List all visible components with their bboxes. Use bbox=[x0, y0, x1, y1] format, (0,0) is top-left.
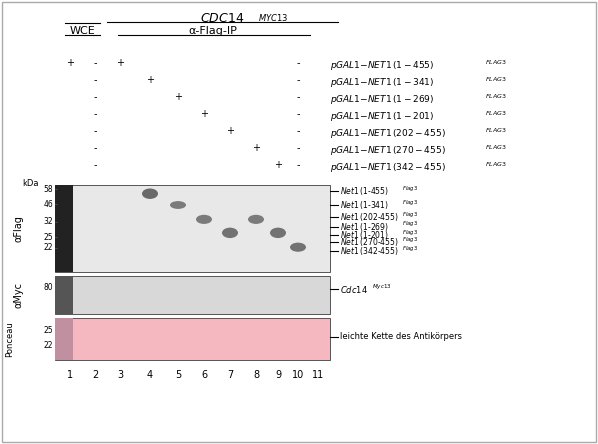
Text: -: - bbox=[93, 126, 97, 136]
Text: -: - bbox=[93, 58, 97, 68]
Text: 25: 25 bbox=[44, 233, 53, 242]
Text: -: - bbox=[93, 75, 97, 85]
Text: $\it{FLAG3}$: $\it{FLAG3}$ bbox=[485, 126, 507, 134]
Text: -: - bbox=[93, 109, 97, 119]
Text: $\it{Myc13}$: $\it{Myc13}$ bbox=[372, 282, 392, 291]
Text: $\it{Flag3}$: $\it{Flag3}$ bbox=[402, 244, 418, 253]
Text: 8: 8 bbox=[253, 370, 259, 380]
Text: Ponceau: Ponceau bbox=[5, 321, 14, 357]
Text: +: + bbox=[146, 75, 154, 85]
Text: αMyc: αMyc bbox=[13, 282, 23, 308]
Text: 1: 1 bbox=[67, 370, 73, 380]
Text: $\it{Cdc14}$: $\it{Cdc14}$ bbox=[340, 284, 368, 295]
Text: α-Flag-IP: α-Flag-IP bbox=[188, 26, 237, 36]
Text: -: - bbox=[93, 143, 97, 153]
Bar bbox=[55, 185, 330, 272]
Text: WCE: WCE bbox=[69, 26, 95, 36]
Text: 80: 80 bbox=[44, 283, 53, 292]
Bar bbox=[55, 318, 73, 360]
Text: $\it{Flag3}$: $\it{Flag3}$ bbox=[402, 235, 418, 244]
Text: -: - bbox=[296, 75, 300, 85]
Text: $\it{p}$$\it{GAL1}$$\it{-NET1\,}$$\it{(1-341)}$: $\it{p}$$\it{GAL1}$$\it{-NET1\,}$$\it{(1… bbox=[330, 76, 435, 89]
Text: 22: 22 bbox=[44, 341, 53, 350]
Text: +: + bbox=[66, 58, 74, 68]
Text: +: + bbox=[226, 126, 234, 136]
Text: $\it{p}$$\it{GAL1}$$\it{-NET1\,}$$\it{(342-455)}$: $\it{p}$$\it{GAL1}$$\it{-NET1\,}$$\it{(3… bbox=[330, 161, 446, 174]
Text: 7: 7 bbox=[227, 370, 233, 380]
Text: $\it{p}$$\it{GAL1}$$\it{-NET1\,}$$\it{(202-455)}$: $\it{p}$$\it{GAL1}$$\it{-NET1\,}$$\it{(2… bbox=[330, 127, 446, 140]
Text: +: + bbox=[252, 143, 260, 153]
Bar bbox=[55, 276, 73, 314]
Ellipse shape bbox=[248, 215, 264, 224]
Text: -: - bbox=[93, 160, 97, 170]
Text: $\it{Net1 \,(1\text{-}201)}$: $\it{Net1 \,(1\text{-}201)}$ bbox=[340, 230, 389, 242]
Bar bbox=[55, 276, 330, 314]
Text: $\it{Flag3}$: $\it{Flag3}$ bbox=[402, 219, 418, 228]
Text: αFlag: αFlag bbox=[13, 215, 23, 242]
Text: $\it{Flag3}$: $\it{Flag3}$ bbox=[402, 228, 418, 237]
Text: +: + bbox=[116, 58, 124, 68]
Text: -: - bbox=[296, 126, 300, 136]
Text: 32: 32 bbox=[44, 217, 53, 226]
Bar bbox=[55, 185, 73, 272]
Text: $\it{Net1 \,(202\text{-}455)}$: $\it{Net1 \,(202\text{-}455)}$ bbox=[340, 211, 399, 223]
Text: $\it{p}$$\it{GAL1}$$\it{-NET1\,}$$\it{(1-455)}$: $\it{p}$$\it{GAL1}$$\it{-NET1\,}$$\it{(1… bbox=[330, 59, 435, 72]
Text: 6: 6 bbox=[201, 370, 207, 380]
Text: 22: 22 bbox=[44, 243, 53, 252]
Text: 2: 2 bbox=[92, 370, 98, 380]
Ellipse shape bbox=[142, 189, 158, 199]
Text: 5: 5 bbox=[175, 370, 181, 380]
Text: $\it{FLAG3}$: $\it{FLAG3}$ bbox=[485, 75, 507, 83]
Text: 3: 3 bbox=[117, 370, 123, 380]
Text: 9: 9 bbox=[275, 370, 281, 380]
Text: $\it{Flag3}$: $\it{Flag3}$ bbox=[402, 183, 418, 193]
Ellipse shape bbox=[196, 215, 212, 224]
Ellipse shape bbox=[222, 228, 238, 238]
Text: 4: 4 bbox=[147, 370, 153, 380]
Ellipse shape bbox=[270, 228, 286, 238]
Text: $\it{Flag3}$: $\it{Flag3}$ bbox=[402, 198, 418, 206]
Text: $\it{MYC13}$: $\it{MYC13}$ bbox=[258, 12, 288, 23]
Text: $\it{Net1 \,(270\text{-}455)}$: $\it{Net1 \,(270\text{-}455)}$ bbox=[340, 236, 399, 249]
Ellipse shape bbox=[290, 242, 306, 252]
Text: $\it{CDC14}$: $\it{CDC14}$ bbox=[200, 12, 244, 25]
Text: kDa: kDa bbox=[22, 179, 38, 188]
Text: $\it{Flag3}$: $\it{Flag3}$ bbox=[402, 210, 418, 219]
Text: $\it{Net1 \,(1\text{-}455)}$: $\it{Net1 \,(1\text{-}455)}$ bbox=[340, 185, 389, 197]
Ellipse shape bbox=[170, 201, 186, 209]
Text: 10: 10 bbox=[292, 370, 304, 380]
Text: 46: 46 bbox=[43, 200, 53, 209]
Text: +: + bbox=[274, 160, 282, 170]
Text: $\it{p}$$\it{GAL1}$$\it{-NET1\,}$$\it{(1-201)}$: $\it{p}$$\it{GAL1}$$\it{-NET1\,}$$\it{(1… bbox=[330, 110, 435, 123]
Text: 25: 25 bbox=[44, 326, 53, 335]
Text: 11: 11 bbox=[312, 370, 324, 380]
Text: -: - bbox=[93, 92, 97, 102]
Text: -: - bbox=[296, 160, 300, 170]
Text: -: - bbox=[296, 143, 300, 153]
Text: +: + bbox=[174, 92, 182, 102]
Text: $\it{p}$$\it{GAL1}$$\it{-NET1\,}$$\it{(270-455)}$: $\it{p}$$\it{GAL1}$$\it{-NET1\,}$$\it{(2… bbox=[330, 144, 446, 157]
Text: $\it{FLAG3}$: $\it{FLAG3}$ bbox=[485, 143, 507, 151]
Text: -: - bbox=[296, 109, 300, 119]
Text: $\it{Net1 \,(1\text{-}269)}$: $\it{Net1 \,(1\text{-}269)}$ bbox=[340, 221, 389, 233]
Text: $\it{FLAG3}$: $\it{FLAG3}$ bbox=[485, 109, 507, 117]
Text: -: - bbox=[296, 92, 300, 102]
Text: $\it{FLAG3}$: $\it{FLAG3}$ bbox=[485, 92, 507, 100]
Text: $\it{FLAG3}$: $\it{FLAG3}$ bbox=[485, 160, 507, 168]
Text: leichte Kette des Antikörpers: leichte Kette des Antikörpers bbox=[340, 333, 462, 341]
Text: -: - bbox=[296, 58, 300, 68]
Text: $\it{Net1 \,(342\text{-}455)}$: $\it{Net1 \,(342\text{-}455)}$ bbox=[340, 245, 399, 257]
Bar bbox=[55, 318, 330, 360]
Text: $\it{p}$$\it{GAL1}$$\it{-NET1\,}$$\it{(1-269)}$: $\it{p}$$\it{GAL1}$$\it{-NET1\,}$$\it{(1… bbox=[330, 93, 435, 106]
Text: $\it{Net1 \,(1\text{-}341)}$: $\it{Net1 \,(1\text{-}341)}$ bbox=[340, 199, 389, 211]
Text: +: + bbox=[200, 109, 208, 119]
Text: $\it{FLAG3}$: $\it{FLAG3}$ bbox=[485, 58, 507, 66]
Text: 58: 58 bbox=[44, 185, 53, 194]
